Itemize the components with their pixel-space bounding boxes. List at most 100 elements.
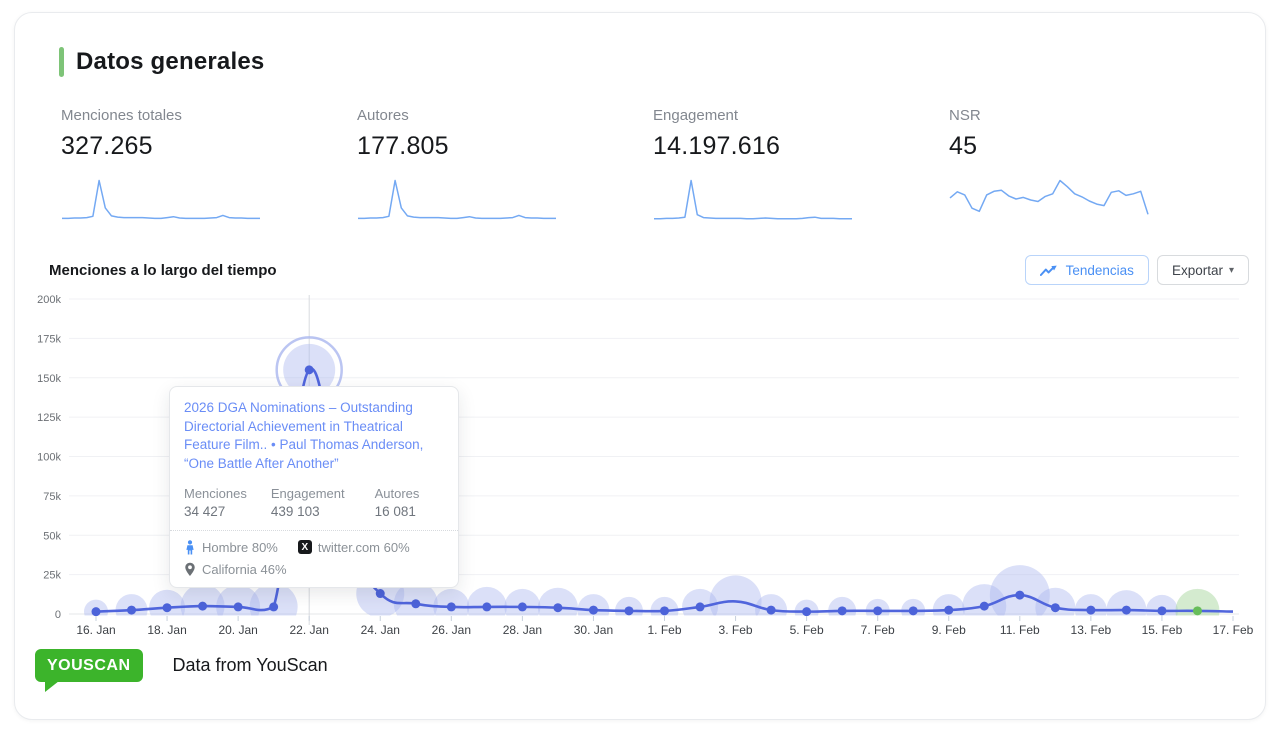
tooltip-stat-engagement: Engagement 439 103	[270, 485, 345, 519]
svg-text:200k: 200k	[37, 294, 61, 306]
x-axis-label: 7. Feb	[861, 623, 895, 637]
tendencias-button[interactable]: Tendencias	[1024, 255, 1149, 285]
svg-text:125k: 125k	[37, 412, 61, 424]
metric-nsr: NSR 45	[949, 107, 1245, 223]
source-tag: X twitter.com 60%	[297, 540, 410, 555]
chart-point[interactable]	[695, 602, 705, 612]
chart-point-halo	[989, 565, 1050, 616]
x-axis-label: 11. Feb	[1000, 623, 1040, 637]
chart-point[interactable]	[304, 365, 314, 375]
dashboard-card: Datos generales Menciones totales 327.26…	[14, 12, 1266, 720]
x-axis-label: 15. Feb	[1142, 623, 1183, 637]
chart-point[interactable]	[908, 606, 918, 616]
autores-sparkline	[358, 179, 556, 220]
page-title: Datos generales	[76, 48, 265, 75]
chart-section-header: Menciones a lo largo del tiempo Tendenci…	[49, 255, 1249, 285]
tooltip-divider	[170, 529, 458, 531]
line-chart-canvas[interactable]: 200k 175k 150k 125k 100k 75k 50k 25k 0 16. Jan 18.…	[15, 289, 1263, 641]
chart-point-halo	[1175, 588, 1220, 616]
chart-point[interactable]	[127, 605, 137, 615]
chart-point[interactable]	[979, 601, 989, 611]
metric-value: 177.805	[357, 132, 449, 160]
chart-point[interactable]	[588, 605, 598, 615]
chart-point[interactable]	[482, 602, 492, 612]
chart-point[interactable]	[375, 589, 385, 599]
chart-point-halo	[249, 582, 298, 616]
youscan-logo-tail	[45, 681, 59, 692]
x-axis-label: 3. Feb	[719, 623, 753, 637]
chart-actions: Tendencias Exportar ▾	[1024, 255, 1249, 285]
chart-point[interactable]	[411, 599, 421, 609]
chart-point[interactable]	[198, 601, 208, 611]
x-axis-label: 16. Jan	[76, 623, 115, 637]
menciones-sparkline	[62, 179, 260, 220]
chart-point[interactable]	[1157, 606, 1167, 616]
chart-point[interactable]	[1050, 603, 1060, 613]
chart-point-halo	[393, 581, 438, 616]
chart-point[interactable]	[766, 605, 776, 615]
x-axis-label: 28. Jan	[503, 623, 542, 637]
svg-text:50k: 50k	[43, 530, 61, 542]
x-axis-label: 1. Feb	[647, 623, 681, 637]
chart-point[interactable]	[233, 602, 243, 612]
chart-point[interactable]	[1086, 605, 1096, 615]
mentions-over-time-chart[interactable]: 200k 175k 150k 125k 100k 75k 50k 25k 0 16. Jan 18.…	[15, 289, 1265, 641]
x-axis-label: 22. Jan	[290, 623, 329, 637]
tooltip-story-link[interactable]: 2026 DGA Nominations – Outstanding Direc…	[184, 400, 424, 471]
tooltip-stats: Menciones 34 427 Engagement 439 103 Auto…	[184, 486, 444, 519]
x-axis-label: 24. Jan	[361, 623, 400, 637]
chart-point[interactable]	[517, 602, 527, 612]
gender-tag: Hombre 80%	[184, 540, 278, 555]
x-axis-label: 18. Jan	[147, 623, 186, 637]
chart-section-title: Menciones a lo largo del tiempo	[49, 261, 277, 279]
chart-point-halo	[433, 588, 470, 616]
x-social-icon: X	[297, 540, 312, 554]
chart-point[interactable]	[269, 602, 279, 612]
chart-point[interactable]	[1192, 606, 1202, 616]
x-axis-label: 26. Jan	[432, 623, 471, 637]
chart-point[interactable]	[553, 603, 563, 613]
chart-point[interactable]	[802, 607, 812, 617]
metric-label: NSR	[949, 107, 981, 124]
chart-point[interactable]	[837, 606, 847, 616]
chart-point[interactable]	[446, 602, 456, 612]
chart-point[interactable]	[624, 606, 634, 616]
svg-text:150k: 150k	[37, 373, 61, 385]
svg-text:25k: 25k	[43, 570, 61, 582]
title-accent-bar	[59, 47, 64, 77]
location-tag: California 46%	[184, 562, 287, 577]
svg-text:0: 0	[55, 609, 61, 621]
x-axis-label: 5. Feb	[790, 623, 824, 637]
chevron-down-icon: ▾	[1228, 264, 1234, 276]
chart-tooltip: 2026 DGA Nominations – Outstanding Direc…	[169, 386, 459, 588]
chart-point[interactable]	[91, 607, 101, 617]
svg-text:75k: 75k	[43, 491, 61, 503]
nsr-sparkline	[949, 179, 1149, 215]
x-axis-label: 17. Feb	[1213, 623, 1254, 637]
metrics-row: Menciones totales 327.265 Autores 177.80…	[61, 107, 1245, 223]
tooltip-stat-autores: Autores 16 081	[374, 485, 420, 519]
trending-up-icon	[1039, 265, 1057, 276]
exportar-button[interactable]: Exportar ▾	[1156, 255, 1249, 285]
chart-point[interactable]	[162, 603, 172, 613]
tendencias-label: Tendencias	[1065, 262, 1134, 278]
chart-point-halo	[504, 588, 541, 616]
svg-text:175k: 175k	[37, 333, 61, 345]
metric-value: 327.265	[61, 132, 153, 160]
x-axis-label: 30. Jan	[574, 623, 613, 637]
chart-point[interactable]	[1015, 590, 1025, 600]
engagement-sparkline	[654, 179, 852, 220]
metric-label: Menciones totales	[61, 107, 182, 124]
metric-value: 14.197.616	[653, 132, 781, 160]
x-axis-label: 9. Feb	[932, 623, 966, 637]
metric-label: Autores	[357, 107, 409, 124]
chart-point-halo	[466, 586, 507, 616]
chart-point[interactable]	[944, 605, 954, 615]
metric-label: Engagement	[653, 107, 739, 124]
chart-point-halo	[709, 575, 762, 616]
chart-point[interactable]	[660, 606, 669, 616]
footer: YOUSCAN Data from YouScan	[35, 649, 1265, 692]
chart-point[interactable]	[1121, 605, 1131, 615]
chart-point[interactable]	[873, 606, 883, 616]
location-pin-icon	[185, 562, 195, 576]
